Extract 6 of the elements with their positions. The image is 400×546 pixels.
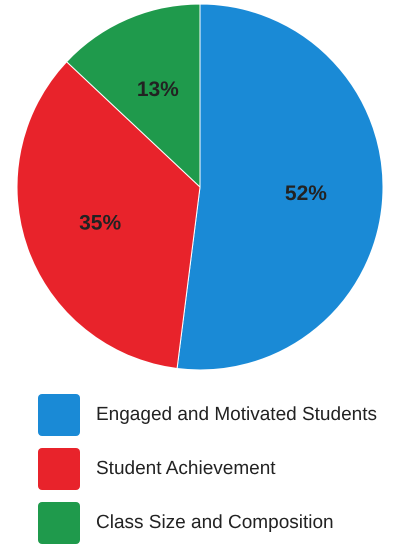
data-label: 13%: [136, 78, 180, 102]
legend-label: Engaged and Motivated Students: [96, 404, 377, 426]
data-label: 52%: [284, 182, 328, 206]
legend-label: Student Achievement: [96, 458, 276, 480]
data-label: 35%: [79, 211, 122, 234]
legend-label: Class Size and Composition: [96, 512, 334, 534]
